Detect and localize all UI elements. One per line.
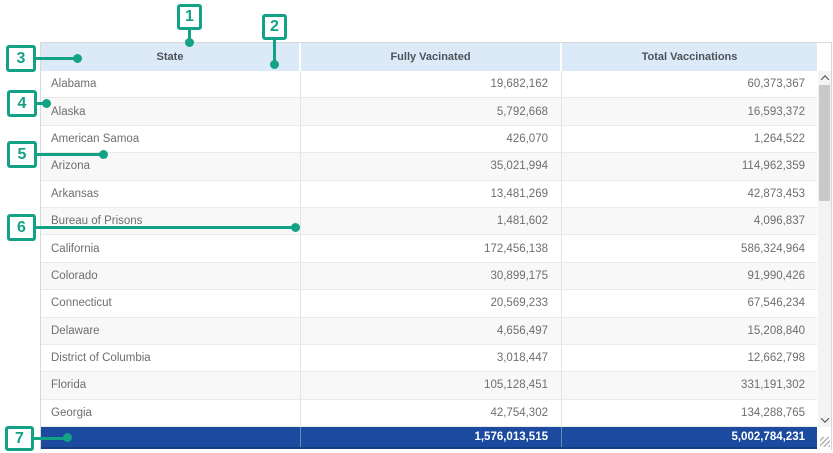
cell-state: Alaska bbox=[41, 98, 301, 125]
callout-6-dot bbox=[291, 223, 300, 232]
total-row-state-cell bbox=[41, 427, 301, 447]
column-header-state[interactable]: State bbox=[41, 43, 301, 71]
cell-total-vaccinations: 586,324,964 bbox=[741, 242, 805, 255]
cell-state: Alabama bbox=[41, 71, 301, 98]
cell-fully-vaccinated: 5,792,668 bbox=[301, 98, 562, 125]
cell-total-vaccinations: 134,288,765 bbox=[741, 406, 805, 419]
cell-fully-vaccinated: 30,899,175 bbox=[301, 262, 562, 290]
cell-state: Connecticut bbox=[41, 290, 301, 317]
callout-marker-2: 2 bbox=[262, 14, 287, 40]
cell-state: Colorado bbox=[41, 262, 301, 290]
callout-marker-3: 3 bbox=[6, 45, 36, 72]
cell-state: Florida bbox=[41, 372, 301, 399]
cell-state: California bbox=[41, 235, 301, 262]
callout-4-dot bbox=[42, 99, 51, 108]
callout-3-dot bbox=[73, 54, 82, 63]
cell-total-vaccinations: 114,962,359 bbox=[741, 160, 805, 173]
callout-5-dot bbox=[99, 150, 108, 159]
table-row[interactable]: Arkansas 13,481,269 42,873,453 bbox=[41, 180, 817, 208]
table-body: Alabama 19,682,162 60,373,367 Alaska 5,7… bbox=[41, 71, 817, 428]
table-row[interactable]: American Samoa 426,070 1,264,522 bbox=[41, 125, 817, 154]
cell-total-vaccinations: 331,191,302 bbox=[741, 379, 805, 392]
scrollbar-thumb[interactable] bbox=[819, 85, 830, 201]
cell-fully-vaccinated: 4,656,497 bbox=[301, 317, 562, 344]
cell-total-vaccinations: 15,208,840 bbox=[747, 324, 805, 337]
callout-marker-6: 6 bbox=[7, 214, 36, 241]
callout-marker-7: 7 bbox=[5, 426, 34, 451]
cell-fully-vaccinated: 105,128,451 bbox=[301, 372, 562, 399]
cell-total-vaccinations: 42,873,453 bbox=[747, 187, 805, 200]
cell-total-vaccinations: 67,546,234 bbox=[747, 297, 805, 310]
table-row[interactable]: Delaware 4,656,497 15,208,840 bbox=[41, 317, 817, 345]
cell-fully-vaccinated: 172,456,138 bbox=[301, 235, 562, 262]
callout-marker-4: 4 bbox=[7, 90, 37, 117]
cell-state: Bureau of Prisons bbox=[41, 207, 301, 235]
scroll-up-button[interactable] bbox=[818, 71, 831, 85]
table-row[interactable]: Florida 105,128,451 331,191,302 bbox=[41, 372, 817, 400]
cell-state: American Samoa bbox=[41, 125, 301, 153]
callout-3-connector bbox=[36, 57, 75, 60]
cell-state: Arkansas bbox=[41, 180, 301, 207]
total-fully-vaccinated: 1,576,013,515 bbox=[301, 427, 562, 447]
callout-4-connector bbox=[37, 102, 44, 105]
cell-total-vaccinations: 1,264,522 bbox=[753, 132, 805, 145]
cell-fully-vaccinated: 426,070 bbox=[301, 125, 562, 153]
callout-2-dot bbox=[270, 60, 279, 69]
chevron-up-icon bbox=[820, 75, 829, 84]
cell-state: Georgia bbox=[41, 399, 301, 427]
cell-fully-vaccinated: 13,481,269 bbox=[301, 180, 562, 207]
callout-6-connector bbox=[36, 226, 293, 229]
table-row[interactable]: Bureau of Prisons 1,481,602 4,096,837 bbox=[41, 207, 817, 236]
cell-fully-vaccinated: 42,754,302 bbox=[301, 399, 562, 427]
callout-1-connector bbox=[188, 30, 191, 39]
table-row[interactable]: District of Columbia 3,018,447 12,662,79… bbox=[41, 344, 817, 373]
cell-state: District of Columbia bbox=[41, 344, 301, 372]
cell-fully-vaccinated: 1,481,602 bbox=[301, 207, 562, 235]
callout-1-dot bbox=[185, 38, 194, 47]
cell-total-vaccinations: 16,593,372 bbox=[747, 105, 805, 118]
cell-total-vaccinations: 12,662,798 bbox=[747, 352, 805, 365]
callout-marker-5: 5 bbox=[7, 141, 37, 168]
scroll-down-button[interactable] bbox=[818, 413, 831, 427]
column-header-fully-vaccinated[interactable]: Fully Vacinated bbox=[301, 43, 562, 71]
cell-fully-vaccinated: 35,021,994 bbox=[301, 153, 562, 180]
vertical-scrollbar[interactable] bbox=[818, 71, 831, 427]
callout-7-dot bbox=[63, 433, 72, 442]
chevron-down-icon bbox=[820, 414, 829, 423]
callout-marker-1: 1 bbox=[177, 4, 202, 30]
cell-fully-vaccinated: 3,018,447 bbox=[301, 344, 562, 372]
cell-state: Delaware bbox=[41, 317, 301, 344]
callout-5-connector bbox=[37, 153, 101, 156]
cell-fully-vaccinated: 20,569,233 bbox=[301, 290, 562, 317]
vaccination-table-widget: State Fully Vacinated Total Vaccinations… bbox=[40, 42, 832, 450]
table-row[interactable]: Colorado 30,899,175 91,990,426 bbox=[41, 262, 817, 291]
cell-total-vaccinations: 4,096,837 bbox=[753, 215, 805, 228]
table-row[interactable]: Connecticut 20,569,233 67,546,234 bbox=[41, 290, 817, 318]
table-row[interactable]: Georgia 42,754,302 134,288,765 bbox=[41, 399, 817, 428]
cell-total-vaccinations: 60,373,367 bbox=[747, 78, 805, 91]
table-row[interactable]: Arizona 35,021,994 114,962,359 bbox=[41, 153, 817, 181]
table-row[interactable]: California 172,456,138 586,324,964 bbox=[41, 235, 817, 263]
cell-fully-vaccinated: 19,682,162 bbox=[301, 71, 562, 98]
cell-state: Arizona bbox=[41, 153, 301, 180]
resize-grip-icon bbox=[820, 437, 830, 447]
table-header-row: State Fully Vacinated Total Vaccinations bbox=[41, 43, 817, 71]
column-header-total-vaccinations[interactable]: Total Vaccinations bbox=[562, 43, 817, 71]
table-row[interactable]: Alabama 19,682,162 60,373,367 bbox=[41, 71, 817, 99]
callout-7-connector bbox=[34, 437, 65, 440]
total-total-vaccinations: 5,002,784,231 bbox=[731, 431, 805, 443]
table-row[interactable]: Alaska 5,792,668 16,593,372 bbox=[41, 98, 817, 126]
total-row: 1,576,013,515 5,002,784,231 bbox=[41, 427, 817, 449]
callout-2-connector bbox=[273, 40, 276, 61]
cell-total-vaccinations: 91,990,426 bbox=[747, 269, 805, 282]
